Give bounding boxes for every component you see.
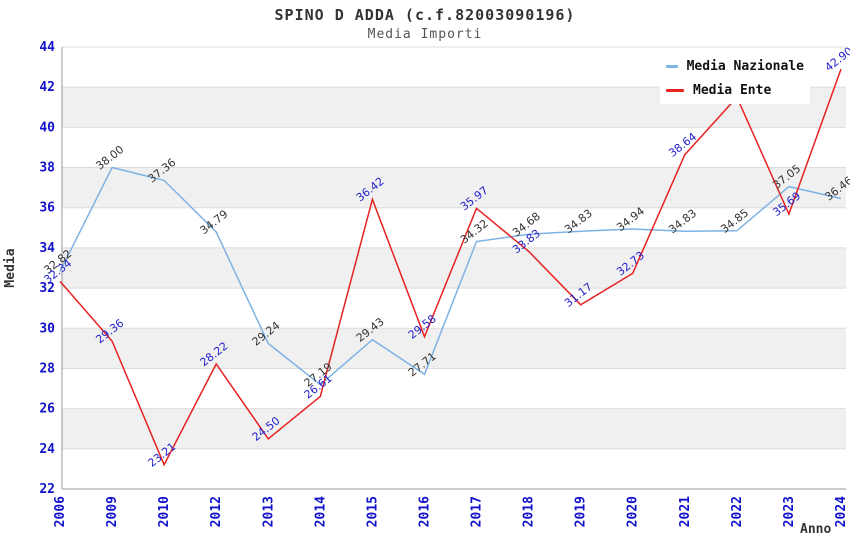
x-tick-label: 2016 [417, 496, 432, 527]
x-tick-label: 2021 [678, 496, 693, 527]
chart-subtitle: Media Importi [367, 27, 483, 42]
x-tick-label: 2013 [261, 496, 276, 527]
x-tick-label: 2023 [782, 496, 797, 527]
grid-band [62, 247, 846, 289]
media-nazionale-line-swatch [666, 64, 678, 68]
y-tick-label: 26 [39, 402, 55, 417]
grid-band [62, 167, 846, 208]
y-tick-label: 44 [39, 40, 55, 55]
x-tick-label: 2006 [53, 496, 68, 527]
x-tick-label: 2019 [574, 496, 589, 527]
series-line-media-ente [59, 68, 842, 467]
y-tick-label: 22 [39, 482, 55, 497]
y-tick-label: 34 [39, 241, 55, 256]
y-tick-label: 36 [39, 201, 55, 216]
grid-band [62, 408, 846, 449]
media-ente-line-swatch [666, 88, 684, 92]
data-label-media-nazionale: 34.79 [198, 207, 231, 237]
y-tick-label: 32 [39, 281, 55, 296]
legend-item-media-ente: Media Ente [666, 83, 804, 98]
x-tick-label: 2015 [365, 496, 380, 527]
legend-label-media-ente: Media Ente [693, 82, 772, 98]
y-tick-label: 42 [39, 80, 55, 95]
x-axis-title: Anno [800, 522, 831, 537]
x-tick-label: 2022 [730, 496, 745, 527]
series-line-media-nazionale [59, 166, 842, 386]
legend: Media Nazionale Media Ente [660, 52, 810, 104]
x-tick-label: 2018 [522, 496, 537, 527]
x-tick-label: 2010 [157, 496, 172, 527]
grid-band [62, 328, 846, 369]
x-tick-label: 2020 [626, 496, 641, 527]
legend-label-media-nazionale: Media Nazionale [686, 58, 804, 74]
legend-item-media-nazionale: Media Nazionale [666, 59, 804, 74]
y-tick-label: 28 [39, 361, 55, 376]
x-tick-label: 2012 [209, 496, 224, 527]
chart-title: SPINO D ADDA (c.f.82003090196) [274, 6, 576, 24]
data-label-media-ente: 42.90 [822, 45, 850, 75]
x-tick-label: 2017 [470, 496, 485, 527]
data-label-media-nazionale: 34.32 [458, 217, 491, 247]
y-tick-label: 24 [39, 442, 55, 457]
y-tick-label: 30 [39, 321, 55, 336]
y-axis-title: Media [3, 248, 18, 287]
x-tick-label: 2014 [313, 496, 328, 527]
x-tick-label: 2009 [105, 496, 120, 527]
x-tick-label: 2024 [834, 496, 849, 527]
y-tick-label: 40 [39, 120, 55, 135]
y-tick-label: 38 [39, 161, 55, 176]
